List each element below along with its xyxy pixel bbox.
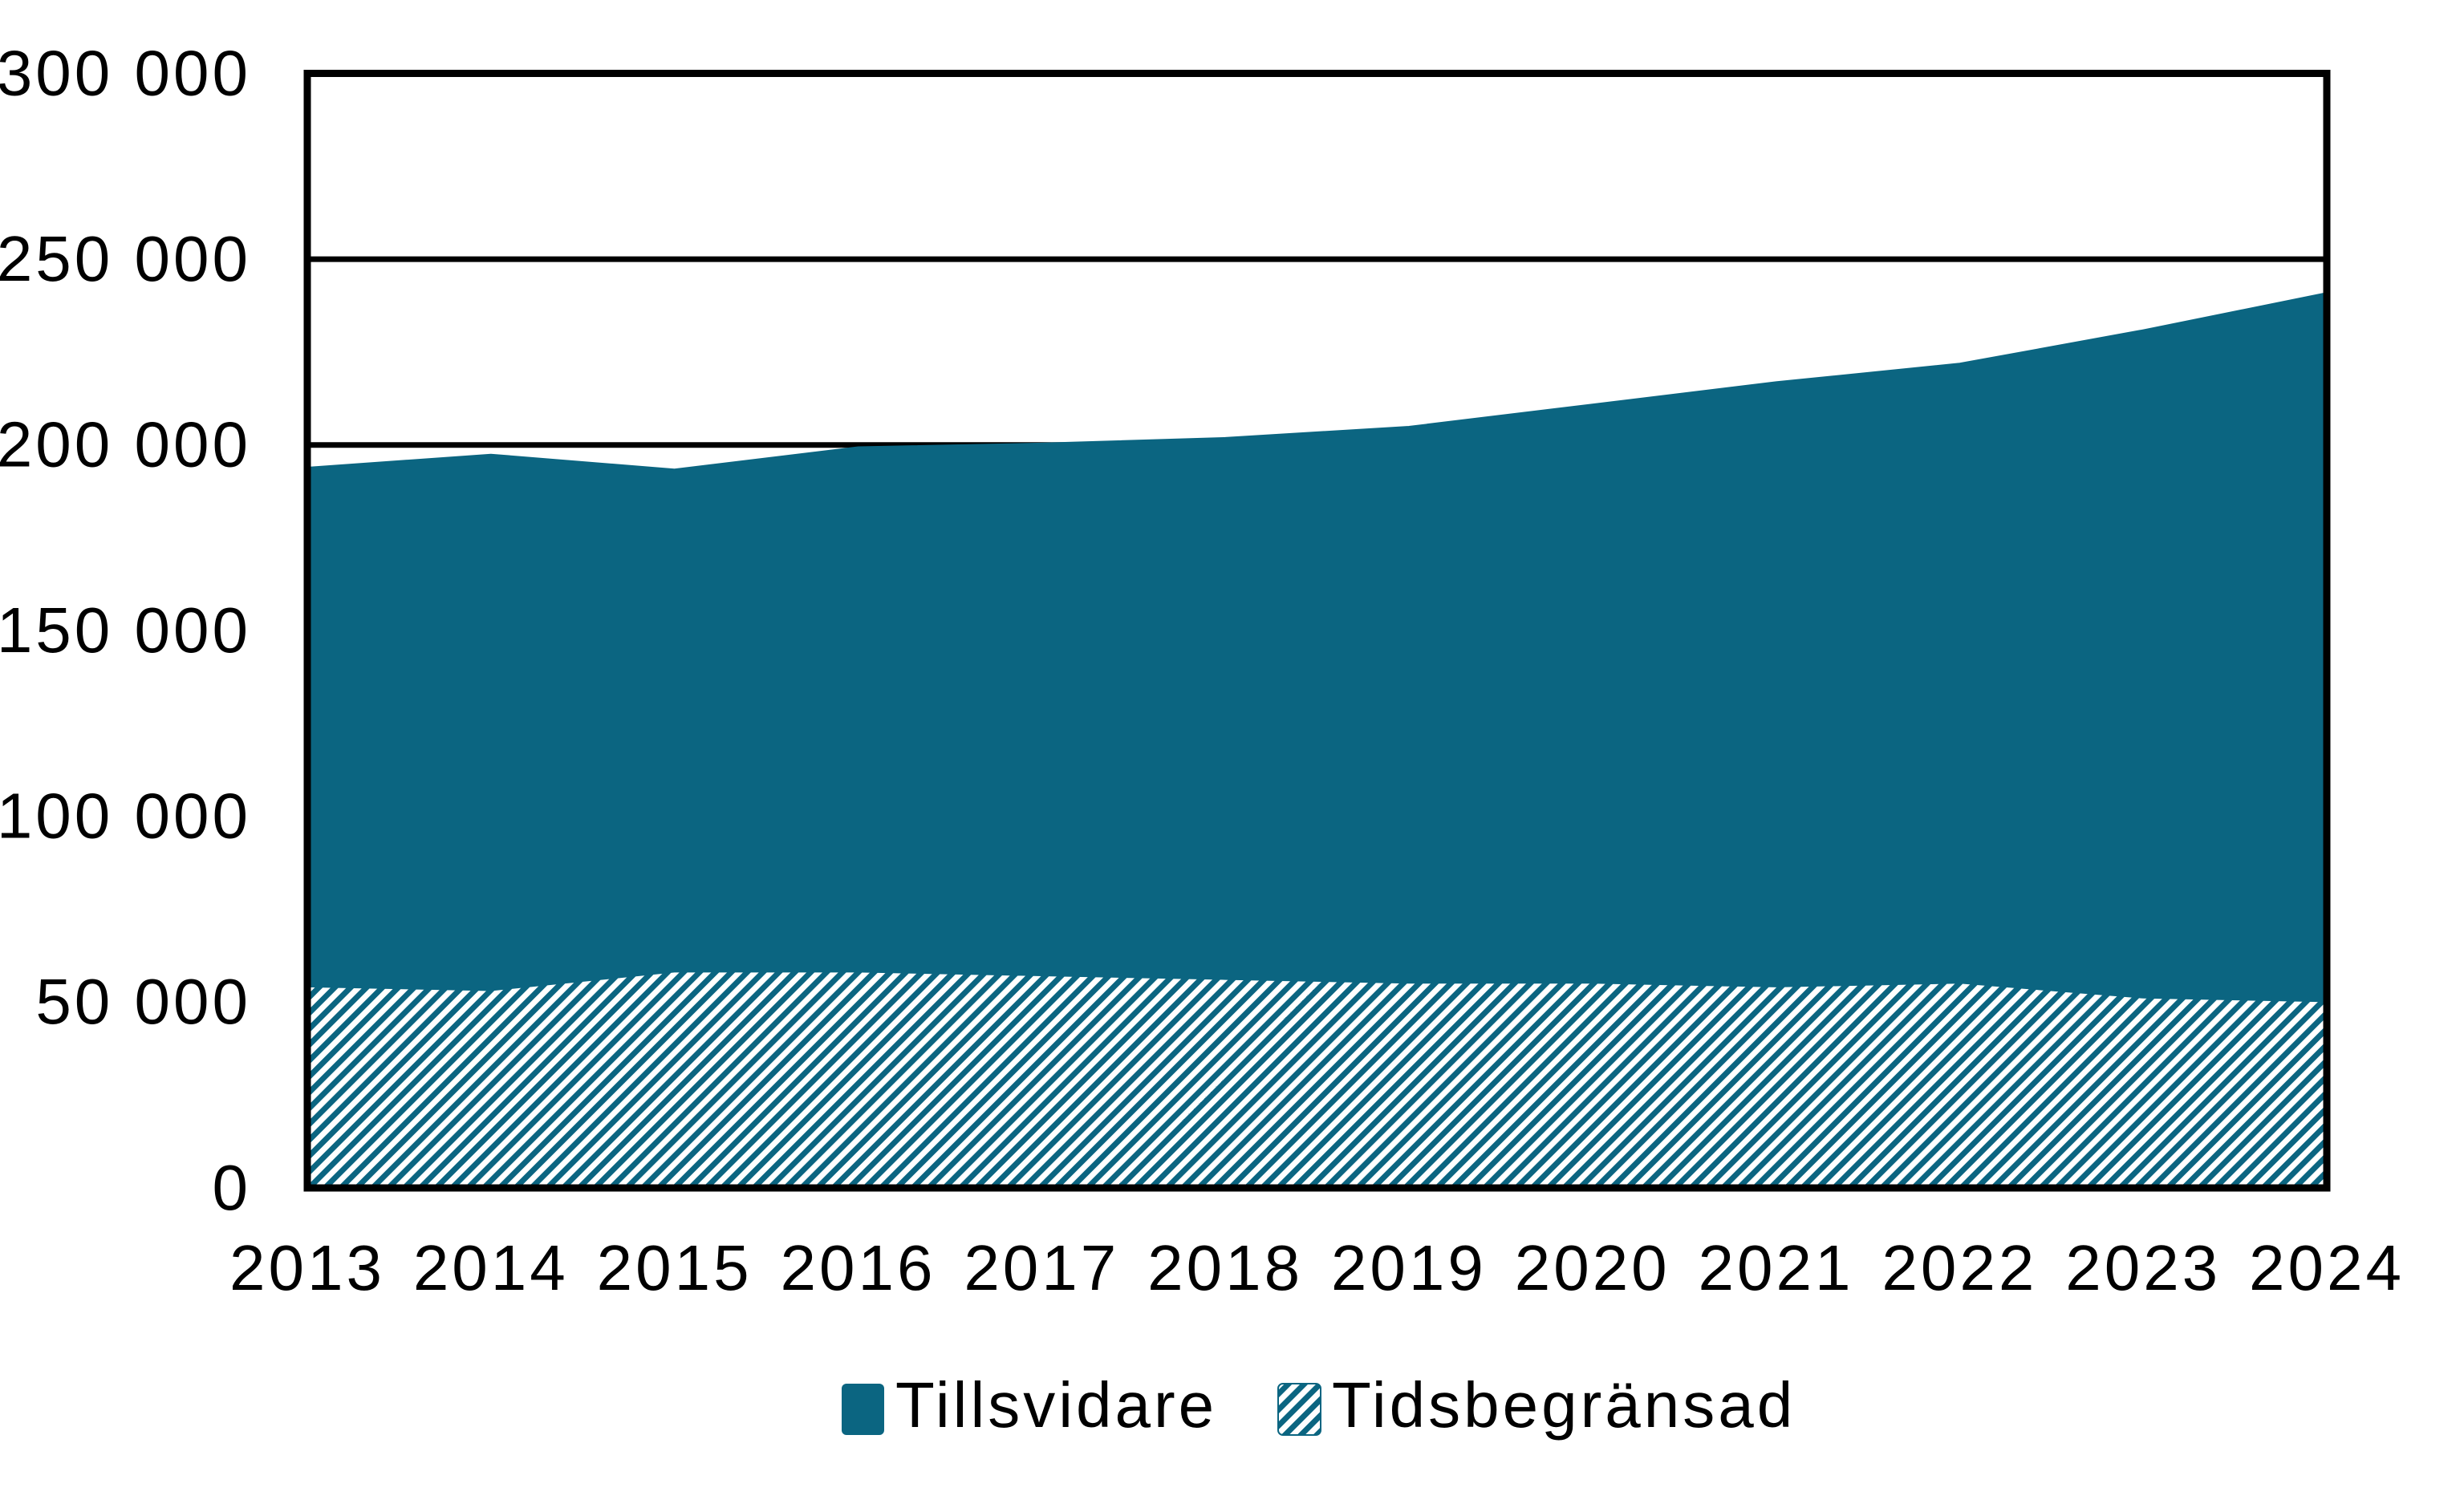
svg-text:Tillsvidare: Tillsvidare bbox=[895, 1369, 1217, 1441]
svg-text:2016: 2016 bbox=[781, 1232, 936, 1303]
svg-text:2015: 2015 bbox=[597, 1232, 753, 1303]
svg-text:2024: 2024 bbox=[2249, 1232, 2405, 1303]
svg-text:2023: 2023 bbox=[2065, 1232, 2221, 1303]
svg-text:Tidsbegränsad: Tidsbegränsad bbox=[1332, 1369, 1796, 1441]
svg-text:300 000: 300 000 bbox=[0, 37, 251, 108]
svg-text:0: 0 bbox=[213, 1152, 252, 1223]
svg-text:100 000: 100 000 bbox=[0, 780, 251, 852]
svg-text:2018: 2018 bbox=[1147, 1232, 1303, 1303]
svg-text:2013: 2013 bbox=[229, 1232, 385, 1303]
svg-text:200 000: 200 000 bbox=[0, 409, 251, 480]
svg-text:150 000: 150 000 bbox=[0, 594, 251, 666]
svg-text:2019: 2019 bbox=[1331, 1232, 1487, 1303]
svg-text:2017: 2017 bbox=[964, 1232, 1119, 1303]
svg-text:250 000: 250 000 bbox=[0, 223, 251, 294]
svg-text:2022: 2022 bbox=[1881, 1232, 2037, 1303]
svg-text:2020: 2020 bbox=[1515, 1232, 1670, 1303]
svg-text:2021: 2021 bbox=[1699, 1232, 1854, 1303]
svg-text:50 000: 50 000 bbox=[35, 966, 251, 1037]
svg-text:2014: 2014 bbox=[413, 1232, 569, 1303]
